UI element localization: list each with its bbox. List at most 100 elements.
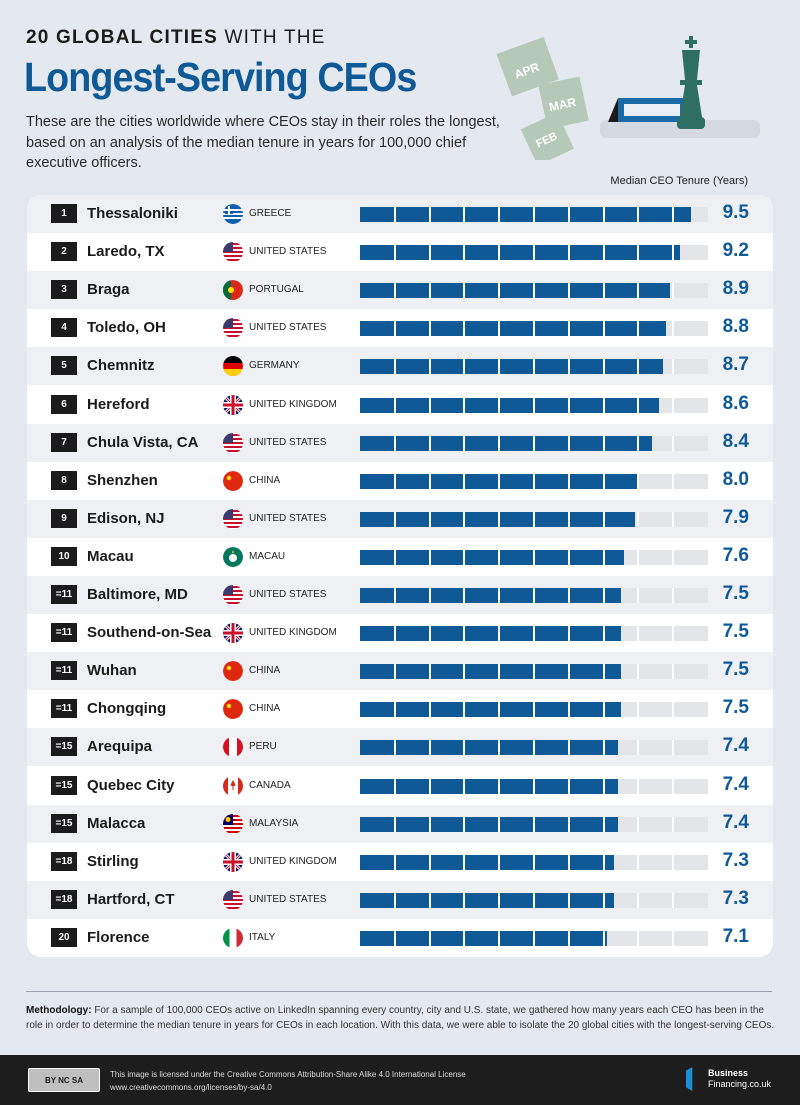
divider xyxy=(26,991,772,992)
table-row: 10 Macau MACAU 7.6 xyxy=(27,538,773,576)
bar-segment-divider xyxy=(637,245,640,261)
bar xyxy=(360,435,653,451)
bar-segment-divider xyxy=(672,245,675,261)
bar-segment-divider xyxy=(428,816,431,832)
country-name: MALAYSIA xyxy=(249,817,299,829)
table-row: 6 Hereford UNITED KINGDOM 8.6 xyxy=(27,386,773,424)
bar-segment-divider xyxy=(637,511,640,527)
bar-segment-divider xyxy=(567,511,570,527)
value-label: 7.1 xyxy=(722,925,749,947)
bar-segment-divider xyxy=(533,283,535,299)
bar-segment-divider xyxy=(428,321,431,337)
bar-segment-divider xyxy=(533,245,535,261)
bar xyxy=(360,854,615,870)
bar-segment-divider xyxy=(672,207,675,222)
bar-segment-divider xyxy=(567,854,570,870)
bar-segment-divider xyxy=(533,778,535,794)
bar-segment-divider xyxy=(533,854,535,870)
country-name: UNITED STATES xyxy=(249,893,327,905)
bar-segment-divider xyxy=(602,245,605,261)
bar-track xyxy=(360,930,708,946)
bar-segment-divider xyxy=(602,435,605,451)
bar-segment-divider xyxy=(428,511,431,527)
table-row: =18 Hartford, CT UNITED STATES 7.3 xyxy=(27,880,773,919)
bar-segment-divider xyxy=(498,664,501,680)
country-name: UNITED STATES xyxy=(249,512,327,524)
brand-logo[interactable]: Business Financing.co.uk xyxy=(686,1067,771,1091)
bar xyxy=(360,664,621,680)
bar-segment-divider xyxy=(672,473,675,489)
flag-us-icon xyxy=(223,508,243,529)
ranking-panel: 1 Thessaloniki GREECE 9.5 2 Laredo, TX U… xyxy=(27,195,773,957)
bar-track xyxy=(360,778,708,794)
bar-segment-divider xyxy=(498,892,501,908)
bar-segment-divider xyxy=(567,626,570,642)
flag-cn-icon xyxy=(223,699,243,720)
bar-segment-divider xyxy=(533,207,535,222)
kicker-light: WITH THE xyxy=(224,27,326,48)
bar-segment-divider xyxy=(463,549,466,565)
methodology-label: Methodology: xyxy=(26,1005,92,1016)
flag-cn-icon xyxy=(223,661,243,682)
rank-badge: 9 xyxy=(51,508,77,528)
country-name: UNITED KINGDOM xyxy=(249,855,337,867)
bar-segment-divider xyxy=(498,588,501,603)
bar-segment-divider xyxy=(602,740,605,756)
city-name: Hartford, CT xyxy=(87,890,175,908)
bar-segment-divider xyxy=(498,321,501,337)
bar-segment-divider xyxy=(672,549,675,565)
bar xyxy=(360,778,618,794)
bar-segment-divider xyxy=(428,435,431,451)
bar-segment-divider xyxy=(463,359,466,375)
bar-segment-divider xyxy=(672,626,675,642)
bar-segment-divider xyxy=(602,207,605,222)
value-label: 7.3 xyxy=(722,849,749,871)
bar-segment-divider xyxy=(393,854,396,870)
bar-segment-divider xyxy=(533,740,535,756)
bar-segment-divider xyxy=(463,207,466,222)
rank-badge: =11 xyxy=(51,585,77,604)
country-name: UNITED KINGDOM xyxy=(249,627,337,639)
bar-track xyxy=(360,397,708,413)
bar-segment-divider xyxy=(533,626,535,642)
bar-segment-divider xyxy=(393,435,396,451)
bar-segment-divider xyxy=(672,702,675,718)
bar-segment-divider xyxy=(498,702,501,718)
table-row: 2 Laredo, TX UNITED STATES 9.2 xyxy=(27,233,773,271)
rank-badge: 10 xyxy=(51,546,77,566)
country-name: UNITED STATES xyxy=(249,589,327,600)
bar-segment-divider xyxy=(567,321,570,337)
bar-segment-divider xyxy=(637,321,640,337)
bar-segment-divider xyxy=(428,930,431,946)
license-link[interactable]: www.creativecommons.org/licenses/by-sa/4… xyxy=(110,1083,272,1092)
value-label: 7.5 xyxy=(722,621,749,643)
country-name: UNITED STATES xyxy=(249,322,327,334)
bar-segment-divider xyxy=(393,473,396,489)
bar-segment-divider xyxy=(463,664,466,680)
bar-segment-divider xyxy=(602,321,605,337)
bar-segment-divider xyxy=(672,435,675,451)
bar-segment-divider xyxy=(428,207,431,222)
bar-segment-divider xyxy=(428,473,431,489)
cc-license-badge[interactable]: BY NC SA xyxy=(28,1068,100,1092)
bar-segment-divider xyxy=(428,778,431,794)
flag-us-icon xyxy=(223,585,243,605)
bar-segment-divider xyxy=(637,549,640,565)
bar-segment-divider xyxy=(393,207,396,222)
bar-track xyxy=(360,702,708,718)
table-row: 9 Edison, NJ UNITED STATES 7.9 xyxy=(27,499,773,538)
license-line: This image is licensed under the Creativ… xyxy=(110,1070,466,1079)
bar-segment-divider xyxy=(393,664,396,680)
bar-track xyxy=(360,207,708,222)
bar-segment-divider xyxy=(428,664,431,680)
bar-segment-divider xyxy=(533,702,535,718)
rank-badge: =15 xyxy=(51,813,77,833)
flag-us-icon xyxy=(223,432,243,453)
bar-segment-divider xyxy=(428,702,431,718)
city-name: Braga xyxy=(87,281,130,299)
bar-segment-divider xyxy=(463,854,466,870)
flag-us-icon xyxy=(223,889,243,910)
bar-segment-divider xyxy=(498,207,501,222)
value-axis-label: Median CEO Tenure (Years) xyxy=(610,175,748,187)
city-name: Edison, NJ xyxy=(87,509,165,527)
